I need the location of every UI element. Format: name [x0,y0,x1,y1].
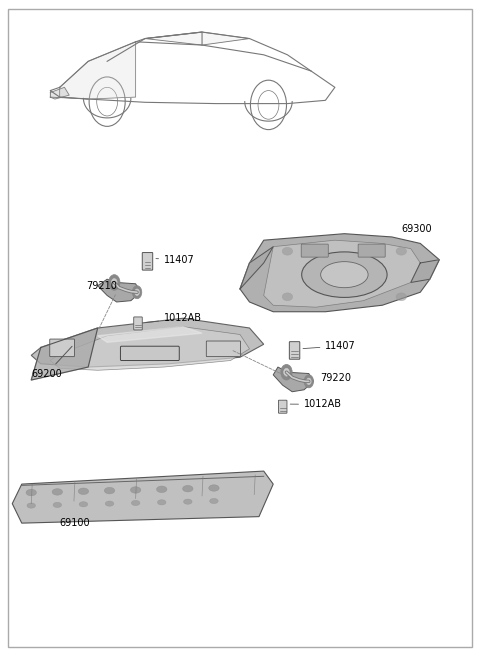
Ellipse shape [53,502,61,508]
Circle shape [108,275,120,290]
Ellipse shape [156,486,167,493]
FancyBboxPatch shape [278,400,287,413]
Polygon shape [50,327,250,370]
FancyBboxPatch shape [358,244,385,257]
FancyBboxPatch shape [120,346,179,361]
Text: 79210: 79210 [86,281,117,291]
Circle shape [132,286,142,298]
Ellipse shape [26,489,36,496]
Text: 69100: 69100 [60,518,90,528]
Ellipse shape [105,501,114,506]
Text: 1012AB: 1012AB [290,400,342,409]
FancyBboxPatch shape [301,244,328,257]
Polygon shape [97,279,140,302]
Ellipse shape [132,501,140,506]
Polygon shape [240,247,273,289]
Ellipse shape [182,485,193,492]
Ellipse shape [321,262,368,288]
Ellipse shape [210,499,218,504]
Ellipse shape [209,485,219,491]
Polygon shape [240,234,439,312]
Ellipse shape [131,487,141,493]
Ellipse shape [301,252,387,297]
Circle shape [306,378,311,384]
Ellipse shape [104,487,115,494]
Text: 1012AB: 1012AB [145,314,202,323]
Polygon shape [264,240,420,307]
Ellipse shape [78,488,89,495]
FancyBboxPatch shape [142,253,153,270]
Polygon shape [60,42,136,99]
Polygon shape [145,32,250,45]
Ellipse shape [183,499,192,504]
Circle shape [304,375,313,388]
Polygon shape [31,318,264,367]
Polygon shape [31,328,97,380]
FancyBboxPatch shape [289,342,300,359]
Circle shape [281,365,292,380]
Text: 11407: 11407 [156,255,195,265]
Polygon shape [50,87,69,99]
Ellipse shape [27,503,36,508]
Ellipse shape [157,500,166,505]
FancyBboxPatch shape [50,339,74,357]
FancyBboxPatch shape [206,341,240,357]
Ellipse shape [282,247,293,255]
Ellipse shape [396,247,407,255]
Circle shape [135,289,139,295]
Polygon shape [273,367,313,392]
Polygon shape [12,471,273,523]
Circle shape [111,279,117,287]
Ellipse shape [79,502,88,507]
FancyBboxPatch shape [134,317,142,330]
Circle shape [284,368,289,376]
Text: 69200: 69200 [31,346,72,379]
Ellipse shape [282,293,293,300]
Text: 79220: 79220 [321,373,352,383]
Ellipse shape [396,293,407,300]
Text: 69300: 69300 [401,224,432,234]
Ellipse shape [52,489,62,495]
Text: 11407: 11407 [303,341,356,351]
Polygon shape [97,327,202,342]
Polygon shape [411,260,439,283]
